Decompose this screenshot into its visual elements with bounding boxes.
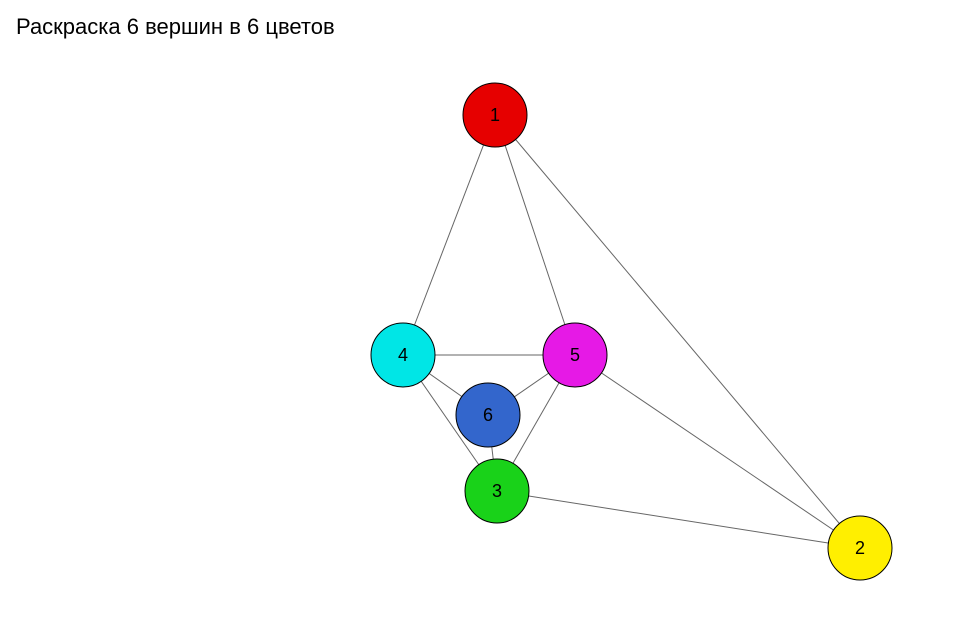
graph-canvas: 1 2 3 4 5 6 <box>0 0 974 617</box>
edge-1-2 <box>495 115 860 548</box>
node-label-1: 1 <box>490 105 500 125</box>
node-label-3: 3 <box>492 481 502 501</box>
node-6: 6 <box>456 383 520 447</box>
node-label-5: 5 <box>570 345 580 365</box>
node-label-4: 4 <box>398 345 408 365</box>
node-label-6: 6 <box>483 405 493 425</box>
node-2: 2 <box>828 516 892 580</box>
nodes-group: 1 2 3 4 5 6 <box>371 83 892 580</box>
node-1: 1 <box>463 83 527 147</box>
node-label-2: 2 <box>855 538 865 558</box>
node-4: 4 <box>371 323 435 387</box>
edge-1-5 <box>495 115 575 355</box>
edge-5-2 <box>575 355 860 548</box>
edge-3-2 <box>497 491 860 548</box>
edge-1-4 <box>403 115 495 355</box>
node-5: 5 <box>543 323 607 387</box>
node-3: 3 <box>465 459 529 523</box>
